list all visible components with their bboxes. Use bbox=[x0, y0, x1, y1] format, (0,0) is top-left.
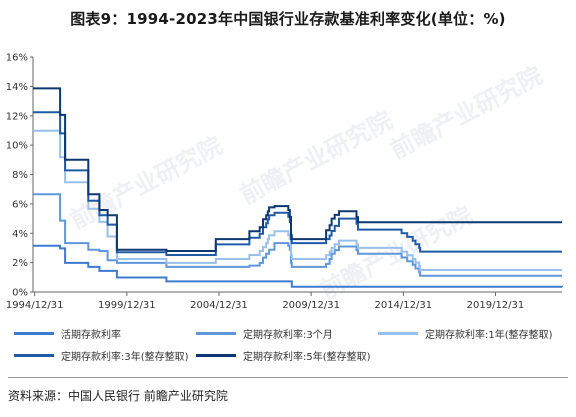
legend-item-3: 定期存款利率:1年(整存整取) bbox=[378, 326, 553, 341]
legend-swatch bbox=[14, 332, 54, 335]
y-tick-label: 14% bbox=[6, 82, 28, 93]
legend-swatch bbox=[14, 354, 54, 357]
legend-item-2: 定期存款利率:3个月 bbox=[196, 326, 333, 341]
y-tick-label: 16% bbox=[6, 53, 28, 64]
series-line-3 bbox=[33, 129, 562, 271]
legend-label: 定期存款利率:3个月 bbox=[243, 330, 333, 341]
y-tick-label: 8% bbox=[12, 170, 28, 181]
watermark-text: 前瞻产业研究院 bbox=[386, 61, 547, 165]
y-tick-label: 0% bbox=[12, 288, 28, 299]
x-tick-label: 2019/12/31 bbox=[467, 300, 525, 311]
y-tick-label: 4% bbox=[12, 229, 28, 240]
watermark-text: 前瞻产业研究院 bbox=[66, 131, 227, 235]
y-tick-label: 12% bbox=[6, 111, 28, 122]
series-line-1 bbox=[33, 244, 563, 288]
x-tick-label: 2009/12/31 bbox=[282, 300, 340, 311]
x-tick-label: 2004/12/31 bbox=[190, 300, 248, 311]
legend-label: 活期存款利率 bbox=[61, 330, 121, 341]
y-axis-ticks: 0% 2% 4% 6% 8% 10% 12% 14% 16% bbox=[6, 53, 33, 299]
y-tick-label: 2% bbox=[12, 258, 28, 269]
y-tick-label: 10% bbox=[6, 141, 28, 152]
source-divider bbox=[8, 377, 568, 378]
x-tick-label: 1999/12/31 bbox=[98, 300, 156, 311]
legend-swatch bbox=[378, 332, 418, 335]
legend-label: 定期存款利率:3年(整存整取) bbox=[61, 352, 189, 363]
legend-label: 定期存款利率:5年(整存整取) bbox=[243, 352, 371, 363]
legend-label: 定期存款利率:1年(整存整取) bbox=[425, 330, 553, 341]
source-note: 资料来源：中国人民银行 前瞻产业研究院 bbox=[8, 389, 228, 403]
watermark-text: 前瞻产业研究院 bbox=[236, 106, 397, 210]
series-lines bbox=[33, 87, 563, 288]
x-tick-label: 1994/12/31 bbox=[6, 300, 64, 311]
chart-title: 图表9：1994-2023年中国银行业存款基准利率变化(单位：%) bbox=[70, 10, 506, 28]
series-line-5 bbox=[33, 87, 562, 252]
x-tick-label: 2014/12/31 bbox=[374, 300, 432, 311]
x-axis-ticks: 1994/12/31 1999/12/31 2004/12/31 2009/12/31… bbox=[6, 292, 524, 311]
legend-swatch bbox=[196, 354, 236, 357]
legend-item-4: 定期存款利率:3年(整存整取) bbox=[14, 348, 189, 363]
legend-item-5: 定期存款利率:5年(整存整取) bbox=[196, 348, 371, 363]
legend-swatch bbox=[196, 332, 236, 335]
chart-legend: 活期存款利率 定期存款利率:3个月 定期存款利率:1年(整存整取) 定期存款利率:3年… bbox=[0, 319, 576, 369]
series-line-2 bbox=[33, 193, 562, 277]
y-tick-label: 6% bbox=[12, 199, 28, 210]
legend-item-1: 活期存款利率 bbox=[14, 326, 121, 341]
